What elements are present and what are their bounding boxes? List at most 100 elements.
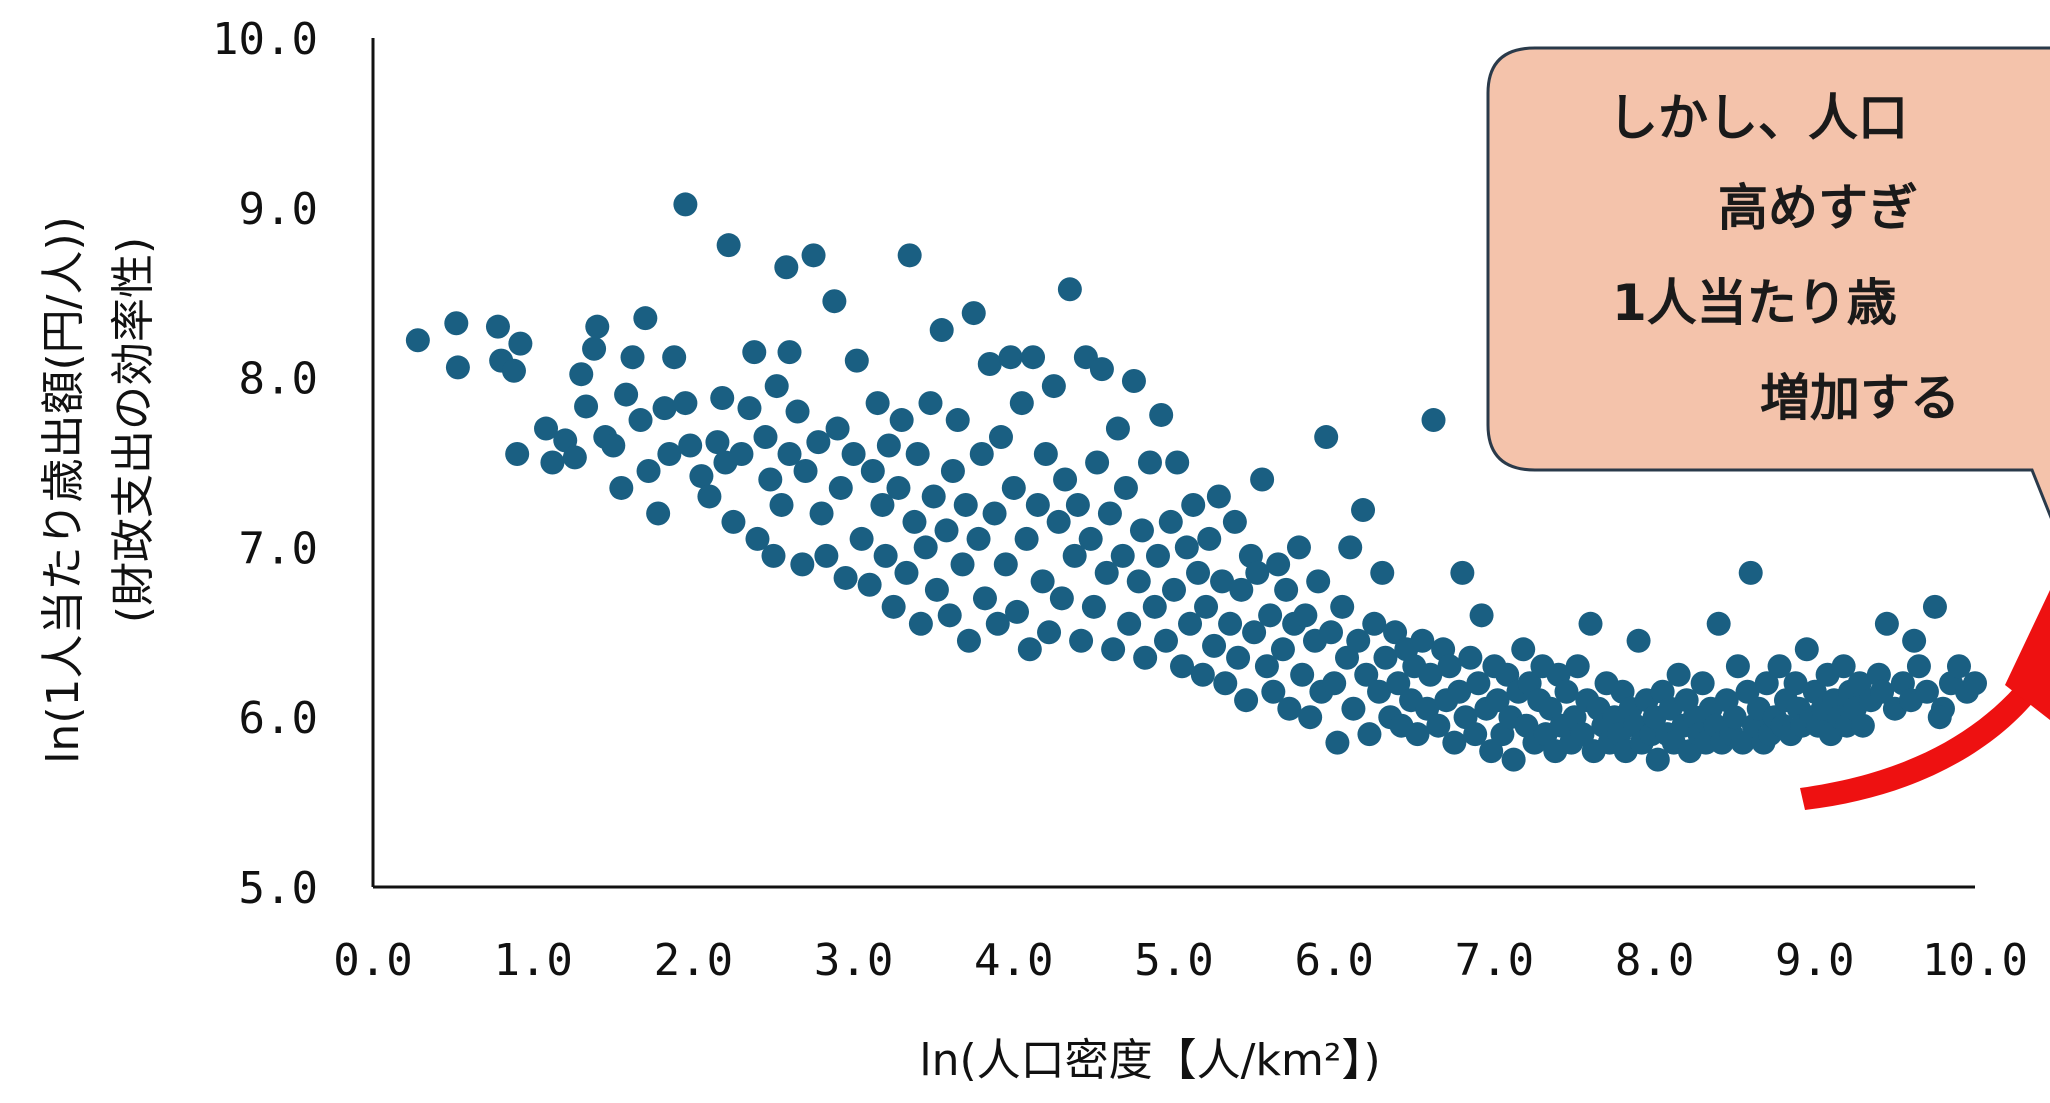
data-point bbox=[1946, 654, 1971, 679]
data-point bbox=[1218, 611, 1243, 636]
data-point bbox=[1370, 560, 1395, 585]
x-tick-label: 2.0 bbox=[654, 935, 733, 986]
data-point bbox=[1258, 603, 1283, 628]
data-point bbox=[1078, 526, 1103, 551]
data-points bbox=[405, 192, 1987, 772]
data-point bbox=[1181, 492, 1206, 517]
data-point bbox=[1501, 747, 1526, 772]
data-point bbox=[902, 509, 927, 534]
data-point bbox=[865, 391, 890, 416]
data-point bbox=[678, 433, 703, 458]
data-point bbox=[857, 572, 882, 597]
data-point bbox=[1722, 705, 1747, 730]
data-point bbox=[1226, 645, 1251, 670]
data-point bbox=[1021, 345, 1046, 370]
data-point bbox=[1870, 679, 1895, 704]
data-point bbox=[1245, 560, 1270, 585]
data-point bbox=[1097, 501, 1122, 526]
y-tick-label: 7.0 bbox=[239, 523, 318, 574]
data-point bbox=[937, 603, 962, 628]
data-point bbox=[1197, 526, 1222, 551]
data-point bbox=[929, 318, 954, 343]
data-point bbox=[1053, 467, 1078, 492]
data-point bbox=[1362, 611, 1387, 636]
data-point bbox=[921, 484, 946, 509]
data-point bbox=[769, 492, 794, 517]
data-point bbox=[1351, 498, 1376, 523]
data-point bbox=[582, 336, 607, 361]
data-point bbox=[1202, 633, 1227, 658]
data-point bbox=[1274, 577, 1299, 602]
data-point bbox=[1277, 696, 1302, 721]
data-point bbox=[1105, 416, 1130, 441]
y-tick-label: 5.0 bbox=[239, 863, 318, 914]
data-point bbox=[1170, 654, 1195, 679]
data-point bbox=[801, 243, 826, 268]
data-point bbox=[1367, 679, 1392, 704]
data-point bbox=[445, 355, 470, 380]
data-point bbox=[1110, 543, 1135, 568]
data-point bbox=[1831, 654, 1856, 679]
data-point bbox=[809, 501, 834, 526]
data-point bbox=[1009, 391, 1034, 416]
data-point bbox=[1085, 450, 1110, 475]
data-point bbox=[1033, 442, 1058, 467]
callout-line-3: 1人当たり歳 bbox=[1612, 274, 1897, 332]
data-point bbox=[1645, 747, 1670, 772]
data-point bbox=[1735, 679, 1760, 704]
data-point bbox=[1210, 569, 1235, 594]
data-point bbox=[1554, 679, 1579, 704]
data-point bbox=[1025, 492, 1050, 517]
data-point bbox=[1706, 611, 1731, 636]
data-point bbox=[1001, 475, 1026, 500]
data-point bbox=[1325, 730, 1350, 755]
data-point bbox=[822, 289, 847, 314]
data-point bbox=[1914, 679, 1939, 704]
data-point bbox=[1049, 586, 1074, 611]
data-point bbox=[897, 243, 922, 268]
data-point bbox=[961, 301, 986, 326]
data-point bbox=[697, 484, 722, 509]
data-point bbox=[1405, 722, 1430, 747]
x-tick-label: 0.0 bbox=[333, 935, 412, 986]
data-point bbox=[764, 374, 789, 399]
data-point bbox=[662, 345, 687, 370]
data-point bbox=[985, 611, 1010, 636]
data-point bbox=[1666, 662, 1691, 687]
data-point bbox=[657, 442, 682, 467]
data-point bbox=[889, 408, 914, 433]
data-point bbox=[1121, 368, 1146, 393]
data-point bbox=[1415, 696, 1440, 721]
data-point bbox=[1126, 569, 1151, 594]
data-point bbox=[774, 255, 799, 280]
data-point bbox=[1113, 475, 1138, 500]
data-point bbox=[501, 358, 526, 383]
data-point bbox=[918, 391, 943, 416]
data-point bbox=[1479, 739, 1504, 764]
data-point bbox=[849, 526, 874, 551]
data-point bbox=[1145, 543, 1170, 568]
data-point bbox=[508, 331, 533, 356]
data-point bbox=[628, 408, 653, 433]
data-point bbox=[1133, 645, 1158, 670]
data-point bbox=[1906, 654, 1931, 679]
data-point bbox=[1030, 569, 1055, 594]
data-point bbox=[870, 492, 895, 517]
data-point bbox=[753, 425, 778, 450]
data-point bbox=[1767, 654, 1792, 679]
data-point bbox=[1014, 526, 1039, 551]
data-point bbox=[689, 464, 714, 489]
data-point bbox=[1250, 467, 1275, 492]
data-point bbox=[1129, 518, 1154, 543]
x-tick-label: 10.0 bbox=[1922, 935, 2028, 986]
data-point bbox=[1298, 705, 1323, 730]
callout-bubble: しかし、人口 高めすぎ 1人当たり歳 増加する bbox=[1486, 46, 2050, 520]
data-point bbox=[569, 362, 594, 387]
data-point bbox=[1335, 645, 1360, 670]
data-point bbox=[1469, 603, 1494, 628]
data-point bbox=[1794, 637, 1819, 662]
data-point bbox=[905, 442, 930, 467]
data-point bbox=[1578, 611, 1603, 636]
data-point bbox=[950, 552, 975, 577]
data-point bbox=[1089, 357, 1114, 382]
